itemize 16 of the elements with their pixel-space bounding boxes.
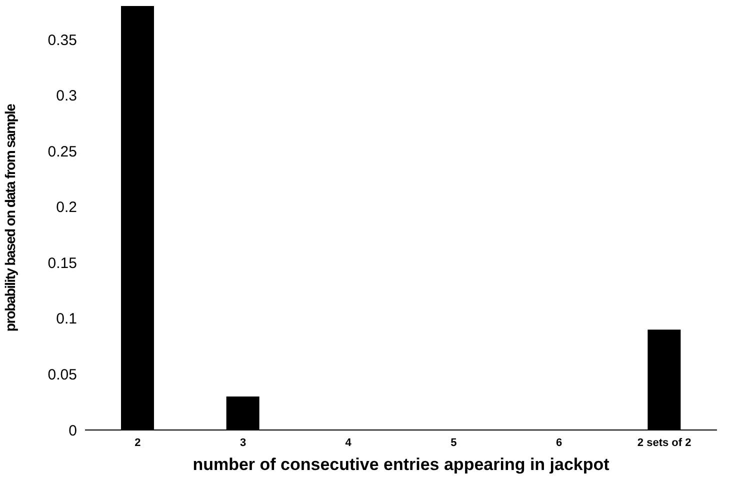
x-axis-title: number of consecutive entries appearing in jackpot bbox=[192, 455, 610, 474]
x-tick-label: 5 bbox=[450, 436, 457, 449]
y-tick-label: 0.2 bbox=[56, 199, 77, 216]
y-tick-label: 0.15 bbox=[48, 254, 77, 272]
x-tick-label: 3 bbox=[240, 436, 246, 449]
y-tick-label: 0.3 bbox=[56, 88, 77, 105]
x-tick-label: 6 bbox=[556, 436, 562, 449]
y-tick-label: 0.35 bbox=[48, 32, 77, 49]
y-tick-label: 0.25 bbox=[48, 143, 77, 160]
y-tick-label: 0.05 bbox=[48, 366, 77, 384]
y-tick-label: 0.1 bbox=[56, 310, 77, 328]
y-tick-label: 0 bbox=[68, 422, 77, 440]
x-tick-label: 2 bbox=[134, 436, 141, 449]
x-tick-label: 2 sets of 2 bbox=[637, 436, 692, 449]
y-axis-title: probability based on data from sample bbox=[2, 103, 18, 332]
x-tick-label: 4 bbox=[345, 436, 352, 449]
